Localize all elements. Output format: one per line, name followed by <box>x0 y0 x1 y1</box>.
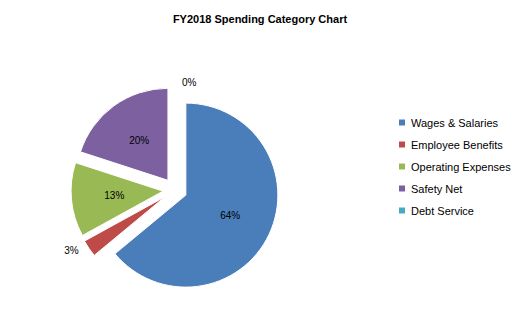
svg-text:0%: 0% <box>182 77 197 88</box>
svg-text:Employee Benefits: Employee Benefits <box>411 139 503 151</box>
svg-text:Operating Expenses: Operating Expenses <box>411 161 511 173</box>
svg-text:13%: 13% <box>104 190 124 201</box>
svg-text:FY2018 Spending Category Chart: FY2018 Spending Category Chart <box>173 13 348 25</box>
svg-text:3%: 3% <box>64 245 79 256</box>
svg-text:Safety Net: Safety Net <box>411 183 462 195</box>
svg-text:64%: 64% <box>220 210 240 221</box>
svg-text:Debt Service: Debt Service <box>411 205 474 217</box>
svg-text:20%: 20% <box>129 135 149 146</box>
svg-text:Wages & Salaries: Wages & Salaries <box>411 117 499 129</box>
